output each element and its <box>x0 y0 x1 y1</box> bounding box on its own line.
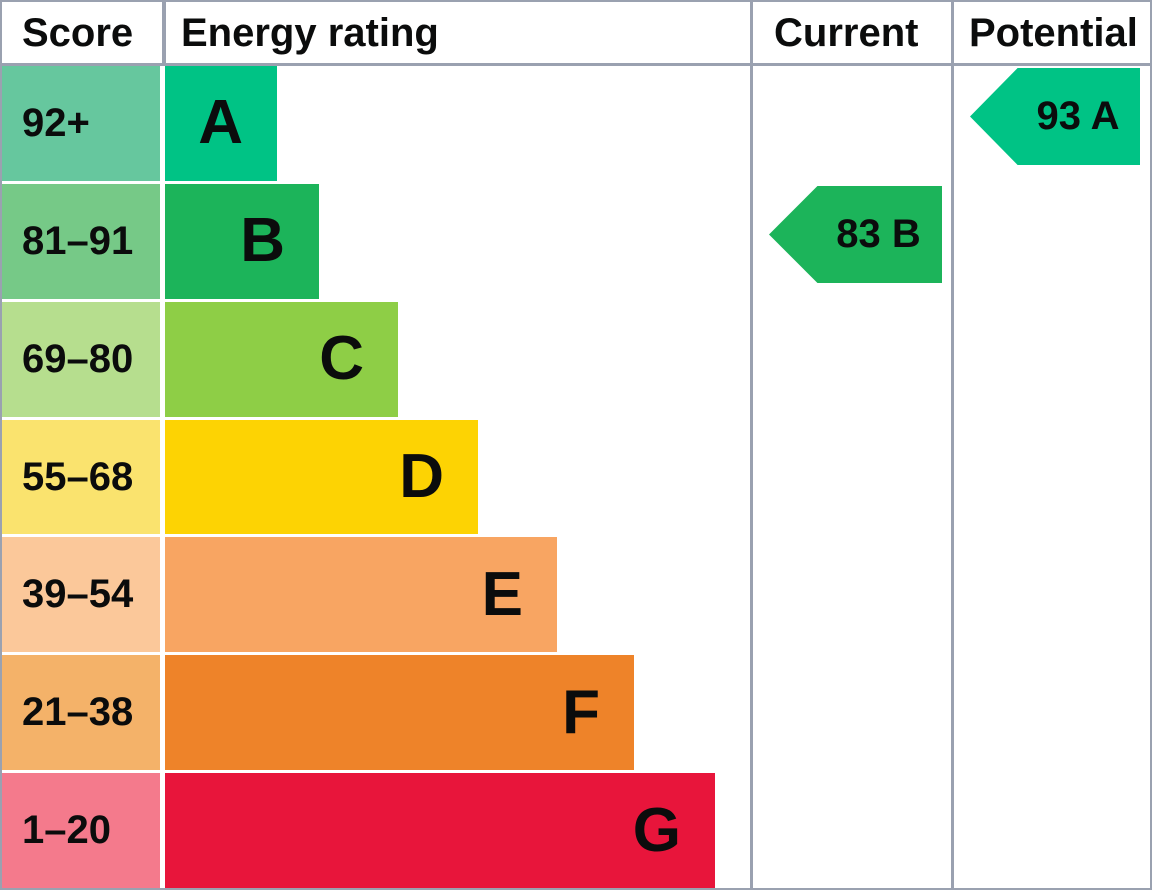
band-score-range: 55–68 <box>2 419 160 535</box>
potential-rating-label: 93 A <box>1036 94 1120 138</box>
band-letter: C <box>319 324 364 394</box>
band-row: 81–91 B <box>2 183 1150 299</box>
band-letter: A <box>198 88 243 158</box>
potential-rating-arrow: 93 A <box>970 68 1140 165</box>
potential-column-header: Potential <box>969 10 1138 55</box>
chart-body: 83 B 93 A 92+ A 81–91 B 69–80 C 55–68 D … <box>2 66 1150 888</box>
band-bar: D <box>165 419 478 535</box>
band-score-range: 81–91 <box>2 183 160 299</box>
band-bar: C <box>165 301 398 417</box>
band-bar: A <box>165 66 277 181</box>
table-header: Score Energy rating Current Potential <box>2 2 1150 66</box>
band-letter: G <box>632 795 681 865</box>
score-column-divider <box>162 2 166 63</box>
energy-rating-column-header: Energy rating <box>181 10 439 55</box>
band-score-range: 39–54 <box>2 537 160 653</box>
band-row: 39–54 E <box>2 537 1150 653</box>
band-score-range: 69–80 <box>2 301 160 417</box>
band-row: 55–68 D <box>2 419 1150 535</box>
potential-column-divider <box>951 2 954 888</box>
band-letter: E <box>481 559 523 629</box>
band-bar: F <box>165 655 634 771</box>
current-column-divider <box>750 2 753 888</box>
current-column-header: Current <box>774 10 919 55</box>
current-rating-label: 83 B <box>836 212 921 256</box>
band-score-range: 92+ <box>2 66 160 181</box>
band-bar: E <box>165 537 557 653</box>
band-row: 1–20 G <box>2 773 1150 888</box>
band-letter: D <box>399 442 444 511</box>
band-row: 69–80 C <box>2 301 1150 417</box>
band-bar: B <box>165 183 319 299</box>
band-score-range: 1–20 <box>2 773 160 888</box>
band-bar: G <box>165 773 715 888</box>
score-column-header: Score <box>22 10 134 55</box>
band-score-range: 21–38 <box>2 655 160 771</box>
band-letter: B <box>240 206 285 276</box>
band-row: 21–38 F <box>2 655 1150 771</box>
band-letter: F <box>562 677 600 747</box>
band-row: 92+ A <box>2 66 1150 181</box>
